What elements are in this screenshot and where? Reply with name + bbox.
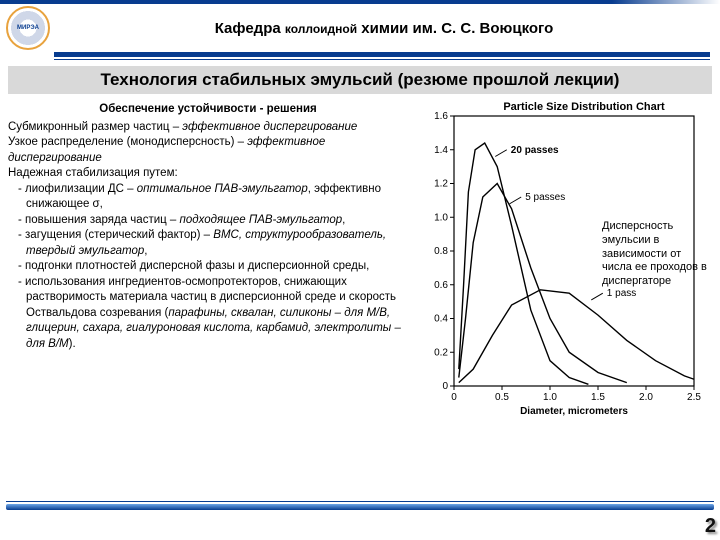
svg-text:1 pass: 1 pass (607, 288, 636, 299)
chart-column: Particle Size Distribution Chart 0 0.2 0.4 0… (414, 98, 714, 433)
svg-text:0: 0 (451, 392, 457, 403)
line1: Субмикронный размер частиц – эффективное… (8, 120, 408, 136)
svg-text:1.5: 1.5 (591, 392, 605, 403)
svg-text:1.0: 1.0 (434, 212, 448, 223)
bullet1: - лиофилизации ДС – оптимальное ПАВ-эмул… (8, 182, 408, 213)
svg-text:1.0: 1.0 (543, 392, 557, 403)
svg-text:0.2: 0.2 (434, 347, 448, 358)
svg-text:Diameter, micrometers: Diameter, micrometers (520, 406, 628, 417)
text-panel: Обеспечение устойчивости - решения Субми… (6, 98, 410, 433)
dept-tail: химии им. С. С. Воюцкого (357, 20, 553, 37)
footer-rule (6, 504, 714, 510)
svg-text:0: 0 (442, 381, 448, 392)
dept-small: коллоидной (285, 22, 357, 36)
b3c: , (144, 245, 147, 257)
svg-text:0.6: 0.6 (434, 280, 448, 291)
line3: Надежная стабилизация путем: (8, 166, 408, 182)
svg-text:Particle Size Distribution Cha: Particle Size Distribution Chart (503, 101, 665, 113)
svg-text:5 passes: 5 passes (525, 192, 565, 203)
b1b: оптимальное ПАВ-эмульгатор (137, 183, 308, 195)
logo-icon: МИРЭА (6, 6, 50, 50)
b2b: подходящее ПАВ-эмульгатор (180, 214, 343, 226)
chart-note: Дисперсность эмульсии в зависимости от ч… (602, 220, 710, 289)
svg-text:1.4: 1.4 (434, 145, 448, 156)
header: МИРЭА Кафедра коллоидной химии им. С. С.… (0, 4, 720, 52)
bullet3: - загущения (стерический фактор) – ВМС, … (8, 228, 408, 259)
content-row: Обеспечение устойчивости - решения Субми… (0, 94, 720, 433)
b2c: , (342, 214, 345, 226)
svg-text:2.5: 2.5 (687, 392, 701, 403)
b5c: ). (69, 338, 76, 350)
bullet5: - использования ингредиентов-осмопротект… (8, 275, 408, 353)
b3a: - загущения (стерический фактор) – (18, 229, 213, 241)
page-title: Технология стабильных эмульсий (резюме п… (8, 66, 712, 94)
bullet4: - подгонки плотностей дисперсной фазы и … (8, 259, 408, 275)
l1a: Субмикронный размер частиц – (8, 121, 182, 133)
svg-text:20 passes: 20 passes (511, 145, 559, 156)
svg-text:1.6: 1.6 (434, 111, 448, 122)
thick-rule (54, 52, 710, 57)
svg-text:0.8: 0.8 (434, 246, 448, 257)
department-title: Кафедра коллоидной химии им. С. С. Воюцк… (58, 20, 710, 37)
b1a: - лиофилизации ДС – (18, 183, 137, 195)
l2a: Узкое распределение (монодисперсность) – (8, 136, 247, 148)
svg-text:0.5: 0.5 (495, 392, 509, 403)
dept-word: Кафедра (215, 20, 281, 37)
page-number: 2 (705, 515, 716, 538)
svg-text:1.2: 1.2 (434, 179, 448, 190)
thin-rule (54, 59, 710, 60)
logo-text: МИРЭА (17, 25, 39, 31)
line2: Узкое распределение (монодисперсность) –… (8, 135, 408, 166)
title-text: Технология стабильных эмульсий (резюме п… (101, 70, 620, 89)
bullet2: - повышения заряда частиц – подходящее П… (8, 213, 408, 229)
b2a: - повышения заряда частиц – (18, 214, 180, 226)
l1b: эффективное диспергирование (182, 121, 357, 133)
text-heading: Обеспечение устойчивости - решения (8, 102, 408, 118)
svg-text:0.4: 0.4 (434, 314, 448, 325)
svg-text:2.0: 2.0 (639, 392, 653, 403)
